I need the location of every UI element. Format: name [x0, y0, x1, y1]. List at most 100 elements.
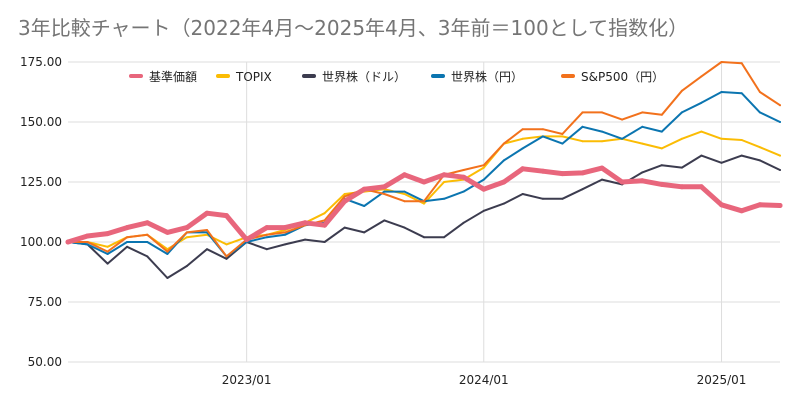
- legend-label: 世界株（円）: [451, 69, 523, 84]
- data-point: [265, 233, 268, 236]
- data-point: [659, 181, 665, 187]
- data-point: [700, 130, 703, 133]
- data-point: [758, 91, 761, 93]
- data-point: [680, 89, 683, 92]
- data-point: [184, 225, 190, 231]
- data-point: [322, 222, 328, 228]
- series-line: [67, 154, 781, 279]
- data-point: [601, 178, 603, 181]
- series-line: [67, 61, 781, 258]
- data-point: [581, 140, 584, 143]
- data-point: [185, 231, 188, 234]
- data-point: [166, 248, 169, 251]
- data-point: [559, 171, 565, 177]
- data-point: [343, 193, 346, 195]
- data-point: [225, 257, 228, 260]
- series-group: [67, 61, 781, 258]
- y-tick-label: 100.00: [20, 235, 62, 249]
- data-point: [541, 135, 544, 138]
- data-point: [423, 200, 425, 203]
- data-point: [521, 137, 524, 140]
- data-point: [124, 225, 130, 231]
- data-point: [581, 125, 584, 128]
- data-point: [561, 142, 564, 145]
- data-point: [679, 184, 685, 190]
- data-point: [403, 193, 406, 195]
- data-point: [206, 248, 208, 251]
- data-point: [284, 231, 286, 234]
- data-point: [244, 237, 250, 243]
- data-point: [461, 174, 467, 180]
- data-point: [166, 253, 169, 255]
- data-point: [105, 231, 111, 237]
- data-point: [343, 226, 346, 229]
- y-tick-label: 125.00: [20, 175, 62, 189]
- data-point: [779, 169, 781, 171]
- data-point: [284, 243, 286, 246]
- data-point: [641, 171, 644, 174]
- data-point: [383, 193, 386, 195]
- data-point: [284, 233, 286, 236]
- data-point: [482, 178, 485, 181]
- data-point: [206, 229, 208, 231]
- data-point: [779, 154, 781, 157]
- data-point: [521, 147, 524, 150]
- data-point: [639, 178, 645, 184]
- data-point: [719, 202, 724, 208]
- data-point: [106, 253, 109, 255]
- data-point: [758, 146, 761, 149]
- data-point: [304, 238, 307, 241]
- data-point: [700, 101, 703, 104]
- data-point: [185, 236, 188, 239]
- data-point: [86, 243, 89, 246]
- data-point: [561, 133, 564, 135]
- data-point: [224, 213, 229, 219]
- y-tick-label: 175.00: [20, 55, 62, 69]
- data-point: [106, 250, 109, 253]
- x-tick-label: 2024/01: [459, 373, 509, 387]
- data-point: [758, 111, 761, 114]
- data-point: [660, 147, 663, 150]
- x-tick-label: 2025/01: [697, 373, 747, 387]
- data-point: [779, 104, 781, 107]
- data-point: [264, 225, 270, 231]
- data-point: [106, 245, 109, 248]
- data-point: [462, 169, 465, 171]
- data-point: [361, 186, 367, 192]
- data-point: [403, 226, 406, 229]
- data-point: [502, 159, 505, 162]
- data-point: [403, 200, 406, 203]
- data-point: [540, 168, 546, 174]
- data-point: [561, 197, 564, 200]
- data-point: [462, 190, 465, 193]
- data-point: [621, 118, 624, 121]
- data-point: [106, 262, 109, 265]
- data-point: [126, 245, 129, 248]
- data-point: [502, 202, 505, 205]
- data-point: [541, 128, 544, 131]
- data-point: [720, 137, 723, 140]
- data-point: [758, 159, 761, 162]
- data-point: [740, 92, 743, 95]
- data-point: [441, 172, 447, 178]
- data-point: [739, 208, 745, 214]
- data-point: [403, 190, 406, 193]
- data-point: [581, 111, 584, 114]
- data-point: [601, 140, 603, 143]
- data-point: [777, 203, 783, 208]
- data-point: [599, 165, 605, 171]
- data-point: [421, 179, 427, 185]
- data-point: [660, 130, 663, 133]
- data-point: [660, 113, 663, 116]
- data-point: [482, 209, 485, 212]
- data-point: [402, 172, 407, 178]
- data-point: [601, 111, 603, 114]
- y-tick-label: 50.00: [28, 355, 62, 369]
- data-point: [482, 166, 485, 169]
- data-point: [381, 184, 387, 190]
- data-point: [740, 154, 743, 157]
- series-group: [67, 154, 781, 279]
- data-point: [462, 221, 465, 224]
- data-point: [581, 188, 584, 191]
- legend-label: 世界株（ドル）: [322, 69, 406, 84]
